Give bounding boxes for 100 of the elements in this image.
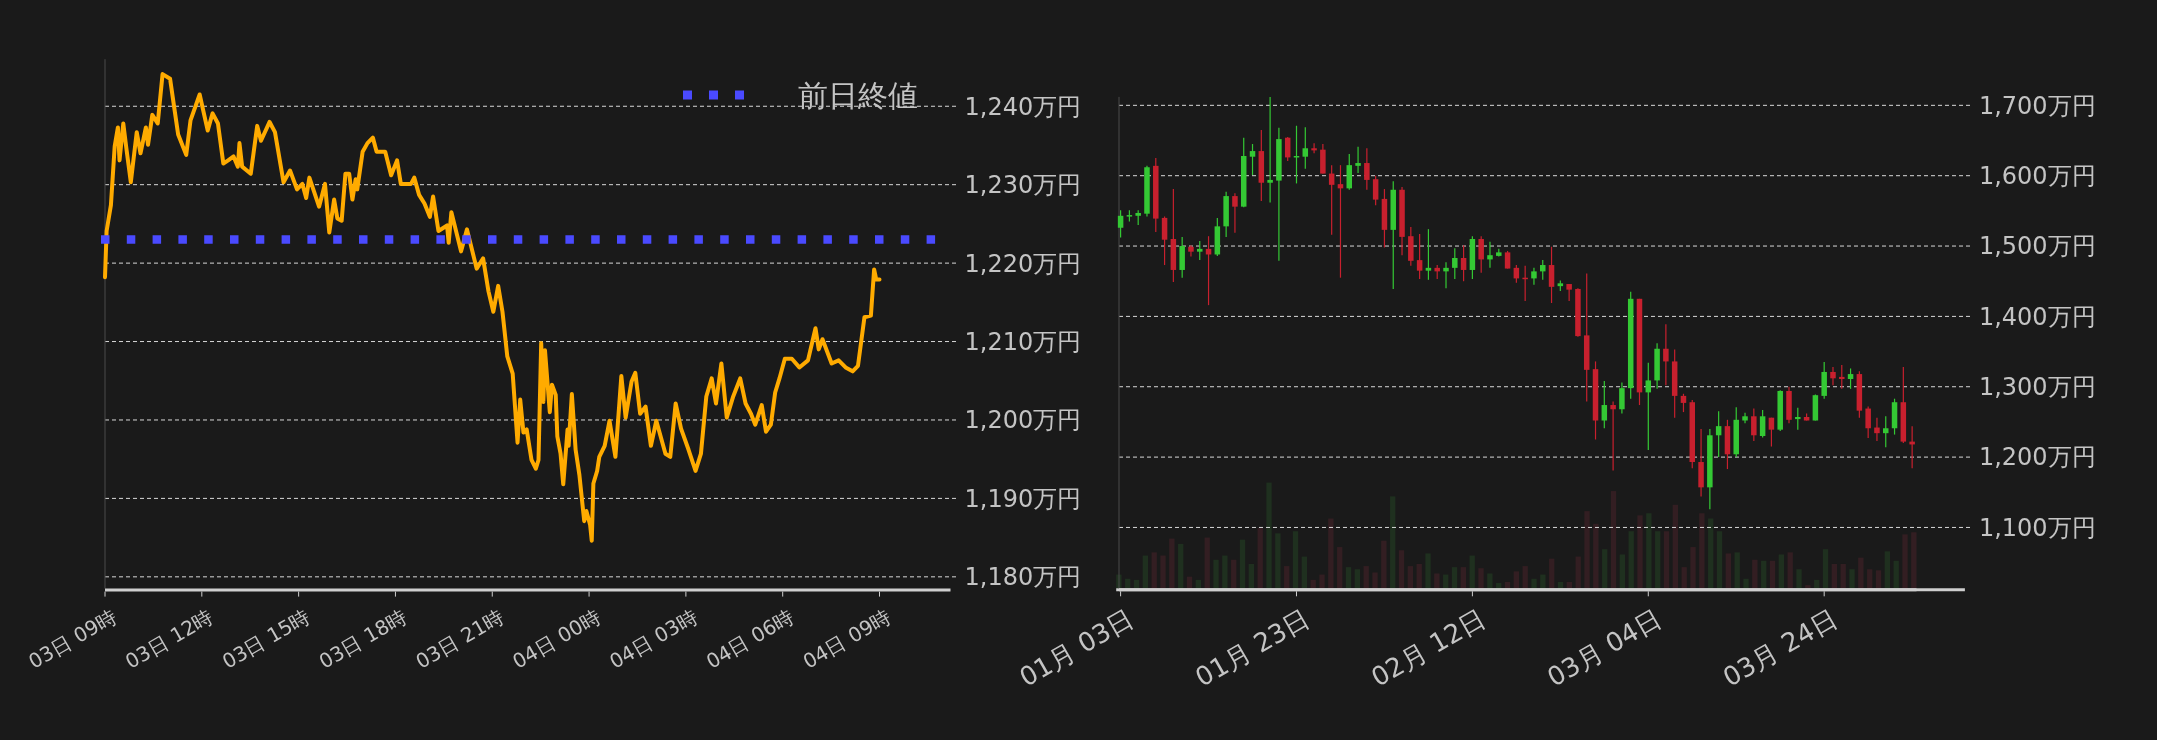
candlestick xyxy=(1232,192,1238,234)
bar xyxy=(1778,554,1784,589)
candlestick xyxy=(1364,147,1370,191)
candlestick xyxy=(1452,247,1458,280)
bar xyxy=(1663,531,1670,589)
candlestick xyxy=(1531,267,1537,286)
bar xyxy=(1893,560,1899,589)
x-tick-label: 03月 04日 xyxy=(1541,603,1667,693)
y-tick-label: 1,230万円 xyxy=(964,171,1082,200)
candlestick xyxy=(1478,235,1484,274)
bar xyxy=(1178,543,1184,589)
bar xyxy=(1319,574,1325,589)
bar xyxy=(1390,496,1396,589)
candlestick xyxy=(1865,405,1871,439)
bar xyxy=(1125,578,1131,589)
bar xyxy=(1761,560,1767,589)
candlestick xyxy=(1249,143,1256,176)
y-tick-label: 1,220万円 xyxy=(964,249,1082,278)
x-tick-label: 04日 06時 xyxy=(701,604,799,674)
bar xyxy=(1858,557,1864,589)
bar xyxy=(1328,518,1334,589)
bar xyxy=(1416,563,1422,589)
candlestick xyxy=(1839,364,1845,390)
y-tick-label: 1,190万円 xyxy=(964,484,1082,513)
bar xyxy=(1425,553,1431,589)
x-tick-label: 01月 03日 xyxy=(1014,603,1139,693)
y-tick-label: 1,210万円 xyxy=(964,327,1082,356)
bar xyxy=(1284,566,1290,589)
bar xyxy=(1231,559,1237,589)
bar xyxy=(1372,572,1378,589)
bar xyxy=(1725,553,1731,589)
candlestick xyxy=(1416,233,1423,280)
x-tick-label: 03日 15時 xyxy=(217,604,315,674)
bar xyxy=(1266,482,1272,589)
y-tick-label: 1,700万円 xyxy=(1978,91,2096,120)
bar xyxy=(1822,549,1829,589)
x-tick-label: 03日 21時 xyxy=(411,604,508,674)
candlestick xyxy=(1680,393,1687,413)
candlestick xyxy=(1197,240,1203,261)
candlestick xyxy=(1267,96,1273,204)
x-tick-label: 03日 09時 xyxy=(24,604,121,674)
x-tick-label: 02月 12日 xyxy=(1365,603,1491,693)
y-tick-label: 1,300万円 xyxy=(1978,373,2096,402)
candlestick xyxy=(1601,380,1608,429)
candlestick xyxy=(1302,126,1309,170)
bar xyxy=(1646,513,1652,589)
bar xyxy=(1584,511,1590,589)
bar xyxy=(1301,556,1307,589)
y-tick-label: 1,600万円 xyxy=(1978,162,2096,191)
x-tick-label: 03月 24日 xyxy=(1717,603,1843,693)
candlestick xyxy=(1847,367,1854,390)
bar xyxy=(1708,518,1714,589)
bar xyxy=(1540,574,1546,589)
y-tick-label: 1,180万円 xyxy=(964,563,1082,592)
candlestick xyxy=(1443,261,1449,289)
bar xyxy=(1602,549,1608,589)
bar xyxy=(1849,569,1855,589)
bar xyxy=(1275,533,1281,589)
bar xyxy=(1840,563,1846,589)
bar xyxy=(1875,570,1882,589)
candlestick xyxy=(1830,366,1836,386)
candlestick xyxy=(1311,142,1317,154)
bar xyxy=(1451,567,1458,589)
bar xyxy=(1867,569,1873,589)
candlestick xyxy=(1715,410,1722,458)
bar xyxy=(1831,563,1837,589)
x-tick-label: 01月 23日 xyxy=(1190,603,1315,693)
y-tick-label: 1,240万円 xyxy=(964,92,1082,121)
candlestick xyxy=(1759,409,1766,438)
candlestick xyxy=(1161,215,1168,266)
bar xyxy=(1169,538,1175,589)
bar xyxy=(1743,578,1749,589)
bar xyxy=(1690,547,1696,589)
bar xyxy=(1239,539,1246,589)
bar xyxy=(1734,552,1740,589)
bar xyxy=(1487,573,1493,589)
candlestick xyxy=(1795,407,1801,431)
bar xyxy=(1398,550,1405,589)
bar xyxy=(1434,573,1440,589)
candlestick xyxy=(1188,244,1194,258)
bar xyxy=(1460,567,1466,589)
bar xyxy=(1575,556,1581,589)
x-tick-label: 04日 00時 xyxy=(508,604,605,674)
bar xyxy=(1796,569,1802,589)
x-tick-label: 04日 09時 xyxy=(798,604,895,674)
bar xyxy=(1902,534,1908,589)
bar xyxy=(1363,566,1369,589)
bar xyxy=(1549,558,1555,589)
bar xyxy=(1248,563,1254,589)
candlestick xyxy=(1425,228,1432,281)
x-tick-label: 03日 12時 xyxy=(121,604,218,674)
bar xyxy=(1337,547,1343,589)
bar xyxy=(1142,555,1148,589)
bar xyxy=(1787,552,1793,589)
x-tick-label: 04日 03時 xyxy=(605,604,702,674)
bar xyxy=(1637,515,1643,589)
candlestick xyxy=(1355,146,1361,174)
bar xyxy=(1522,566,1528,589)
bar xyxy=(1469,555,1475,589)
bar xyxy=(1257,528,1263,589)
